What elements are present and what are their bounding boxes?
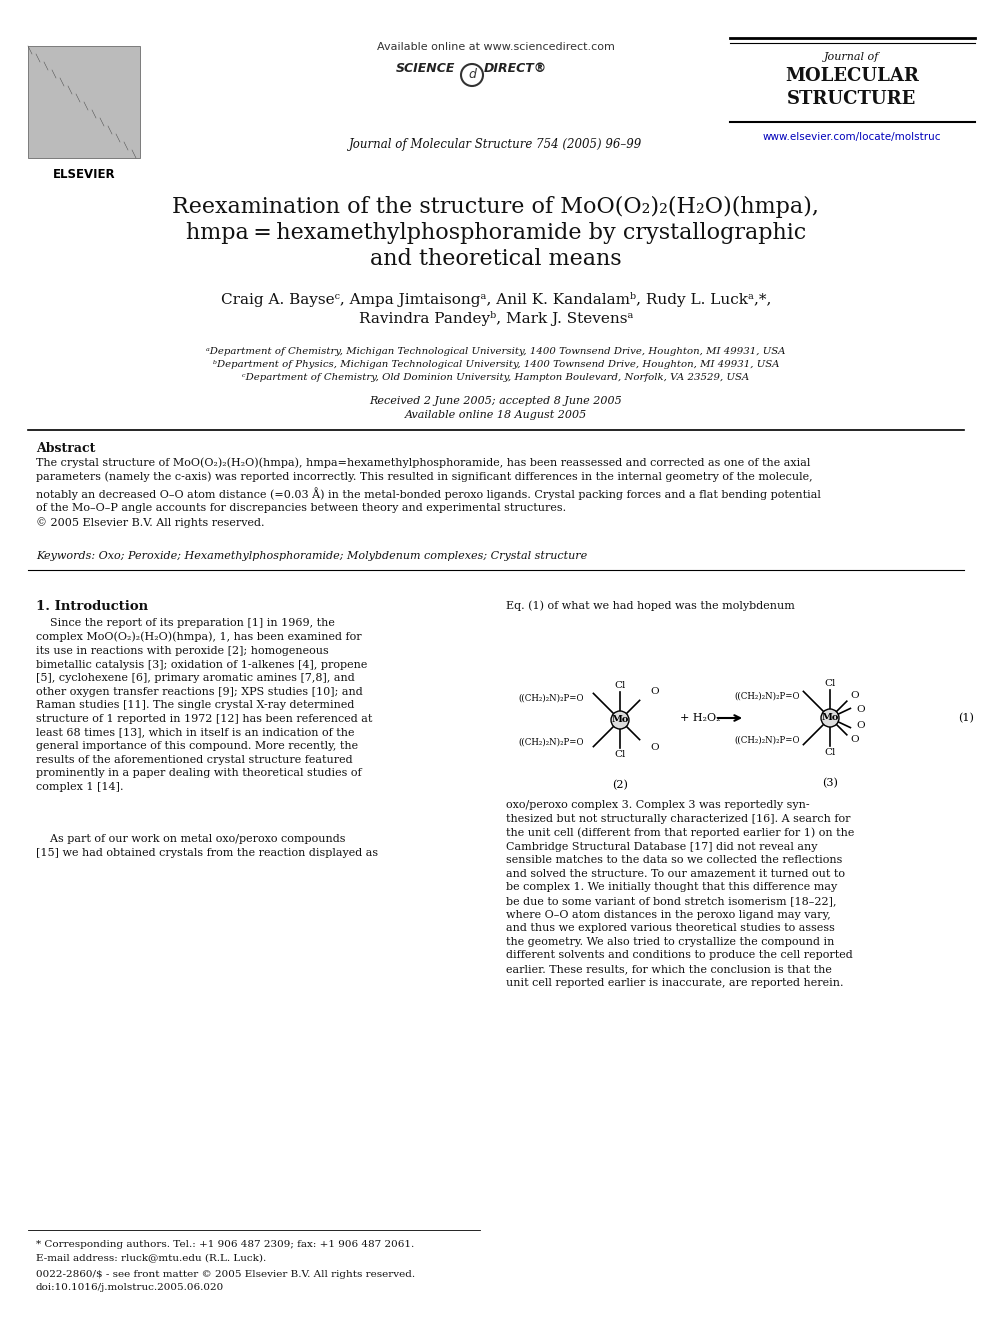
Text: Available online 18 August 2005: Available online 18 August 2005 xyxy=(405,410,587,419)
Text: E-mail address: rluck@mtu.edu (R.L. Luck).: E-mail address: rluck@mtu.edu (R.L. Luck… xyxy=(36,1253,266,1262)
Text: ᵇDepartment of Physics, Michigan Technological University, 1400 Townsend Drive, : ᵇDepartment of Physics, Michigan Technol… xyxy=(212,360,780,369)
Text: Cl: Cl xyxy=(614,681,626,691)
Text: O: O xyxy=(856,721,865,730)
Text: Craig A. Bayseᶜ, Ampa Jimtaisongᵃ, Anil K. Kandalamᵇ, Rudy L. Luckᵃ,*,: Craig A. Bayseᶜ, Ampa Jimtaisongᵃ, Anil … xyxy=(221,292,771,307)
Text: ((CH₂)₂N)₂P=O: ((CH₂)₂N)₂P=O xyxy=(519,737,584,746)
Text: ((CH₂)₂N)₂P=O: ((CH₂)₂N)₂P=O xyxy=(519,693,584,703)
Text: O: O xyxy=(850,692,859,700)
Text: (2): (2) xyxy=(612,781,628,790)
Text: Abstract: Abstract xyxy=(36,442,95,455)
Text: ᵃDepartment of Chemistry, Michigan Technological University, 1400 Townsend Drive: ᵃDepartment of Chemistry, Michigan Techn… xyxy=(206,347,786,356)
Text: Since the report of its preparation [1] in 1969, the
complex MoO(O₂)₂(H₂O)(hmpa): Since the report of its preparation [1] … xyxy=(36,618,372,792)
Text: DIRECT®: DIRECT® xyxy=(484,62,548,75)
Text: www.elsevier.com/locate/molstruc: www.elsevier.com/locate/molstruc xyxy=(763,132,941,142)
Text: Mo: Mo xyxy=(821,713,838,722)
Text: MOLECULAR: MOLECULAR xyxy=(785,67,919,85)
Text: ᶜDepartment of Chemistry, Old Dominion University, Hampton Boulevard, Norfolk, V: ᶜDepartment of Chemistry, Old Dominion U… xyxy=(242,373,750,382)
Text: The crystal structure of MoO(O₂)₂(H₂O)(hmpa), hmpa=hexamethylphosphoramide, has : The crystal structure of MoO(O₂)₂(H₂O)(h… xyxy=(36,456,820,528)
Text: Available online at www.sciencedirect.com: Available online at www.sciencedirect.co… xyxy=(377,42,615,52)
Text: Journal of Molecular Structure 754 (2005) 96–99: Journal of Molecular Structure 754 (2005… xyxy=(349,138,643,151)
Text: (3): (3) xyxy=(822,778,838,789)
Text: Received 2 June 2005; accepted 8 June 2005: Received 2 June 2005; accepted 8 June 20… xyxy=(370,396,622,406)
Text: O: O xyxy=(850,736,859,745)
Text: Ravindra Pandeyᵇ, Mark J. Stevensᵃ: Ravindra Pandeyᵇ, Mark J. Stevensᵃ xyxy=(359,311,633,325)
Text: doi:10.1016/j.molstruc.2005.06.020: doi:10.1016/j.molstruc.2005.06.020 xyxy=(36,1283,224,1293)
Text: 0022-2860/$ - see front matter © 2005 Elsevier B.V. All rights reserved.: 0022-2860/$ - see front matter © 2005 El… xyxy=(36,1270,415,1279)
Text: hmpa = hexamethylphosphoramide by crystallographic: hmpa = hexamethylphosphoramide by crysta… xyxy=(186,222,806,243)
Text: + H₂O₂: + H₂O₂ xyxy=(680,713,720,722)
Text: 1. Introduction: 1. Introduction xyxy=(36,601,148,613)
Text: ((CH₂)₂N)₂P=O: ((CH₂)₂N)₂P=O xyxy=(734,692,800,700)
Text: O: O xyxy=(650,688,659,696)
Text: d: d xyxy=(468,69,476,82)
Text: (1): (1) xyxy=(958,713,974,724)
Text: * Corresponding authors. Tel.: +1 906 487 2309; fax: +1 906 487 2061.: * Corresponding authors. Tel.: +1 906 48… xyxy=(36,1240,415,1249)
Text: Cl: Cl xyxy=(824,679,835,688)
Bar xyxy=(28,46,140,157)
Text: Eq. (1) of what we had hoped was the molybdenum: Eq. (1) of what we had hoped was the mol… xyxy=(506,601,795,610)
Text: Cl: Cl xyxy=(614,750,626,759)
Text: Cl: Cl xyxy=(824,747,835,757)
Text: STRUCTURE: STRUCTURE xyxy=(788,90,917,108)
Text: and theoretical means: and theoretical means xyxy=(370,247,622,270)
Text: O: O xyxy=(650,744,659,753)
Text: ELSEVIER: ELSEVIER xyxy=(53,168,115,181)
Text: Journal of: Journal of xyxy=(824,52,880,62)
Text: SCIENCE: SCIENCE xyxy=(396,62,455,75)
Text: O: O xyxy=(856,705,865,714)
Text: As part of our work on metal oxo/peroxo compounds
[15] we had obtained crystals : As part of our work on metal oxo/peroxo … xyxy=(36,833,378,857)
Text: oxo/peroxo complex 3. Complex 3 was reportedly syn-
thesized but not structurall: oxo/peroxo complex 3. Complex 3 was repo… xyxy=(506,800,854,987)
Text: Mo: Mo xyxy=(611,716,629,725)
Text: Keywords: Oxo; Peroxide; Hexamethylphosphoramide; Molybdenum complexes; Crystal : Keywords: Oxo; Peroxide; Hexamethylphosp… xyxy=(36,550,587,561)
Circle shape xyxy=(821,709,839,728)
Circle shape xyxy=(611,710,629,729)
Text: ((CH₂)₂N)₂P=O: ((CH₂)₂N)₂P=O xyxy=(734,736,800,745)
Text: Reexamination of the structure of MoO(O₂)₂(H₂O)(hmpa),: Reexamination of the structure of MoO(O₂… xyxy=(173,196,819,218)
